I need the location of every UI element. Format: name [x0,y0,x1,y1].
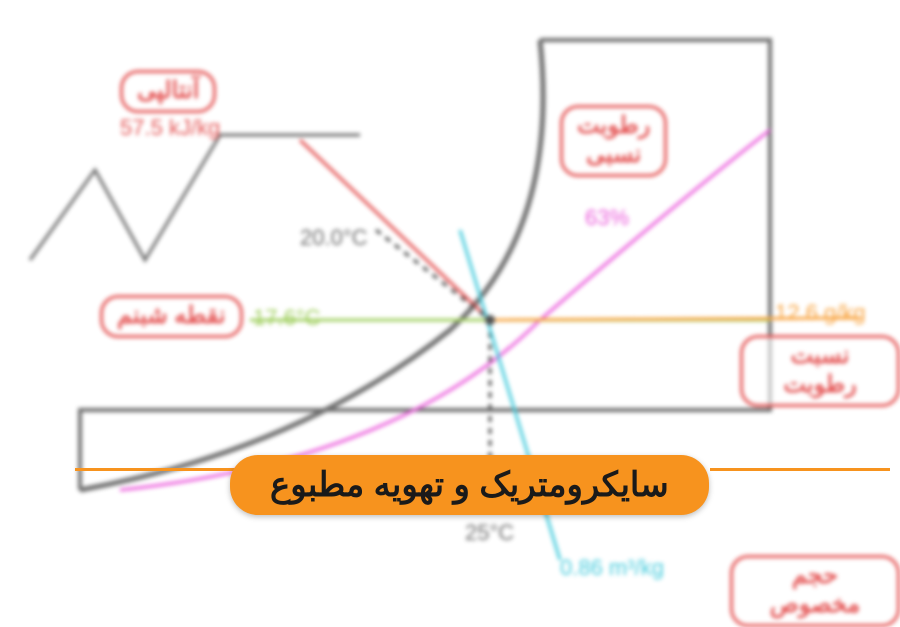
humidity-ratio-label: نسبت رطوبت [740,335,900,407]
wet-bulb-value: 20.0°C [300,225,368,251]
dew-point-label: نقطه شبنم [100,295,243,338]
enthalpy-value: 57.5 kJ/kg [120,115,220,141]
banner-underline-left [75,468,235,471]
relative-humidity-value: 63% [585,205,629,231]
specific-volume-label: حجم مخصوص [730,555,900,627]
dry-bulb-value: 25°C [465,520,514,546]
dew-point-value: 17.6°C [253,305,321,331]
title-banner: سایکرومتریک و تهویه مطبوع [230,455,709,515]
humidity-ratio-value: 12.6 g/kg [775,300,866,326]
specific-volume-value: 0.86 m³/kg [560,555,664,581]
banner-underline-right [710,468,890,471]
state-point [485,315,495,325]
relative-humidity-label: رطوبت نسبی [560,105,667,177]
enthalpy-label: آنتالپی [120,70,216,113]
